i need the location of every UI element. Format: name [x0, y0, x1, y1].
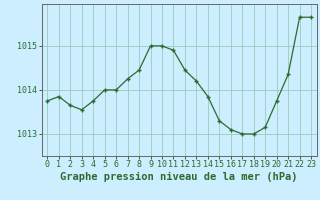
X-axis label: Graphe pression niveau de la mer (hPa): Graphe pression niveau de la mer (hPa) — [60, 172, 298, 182]
